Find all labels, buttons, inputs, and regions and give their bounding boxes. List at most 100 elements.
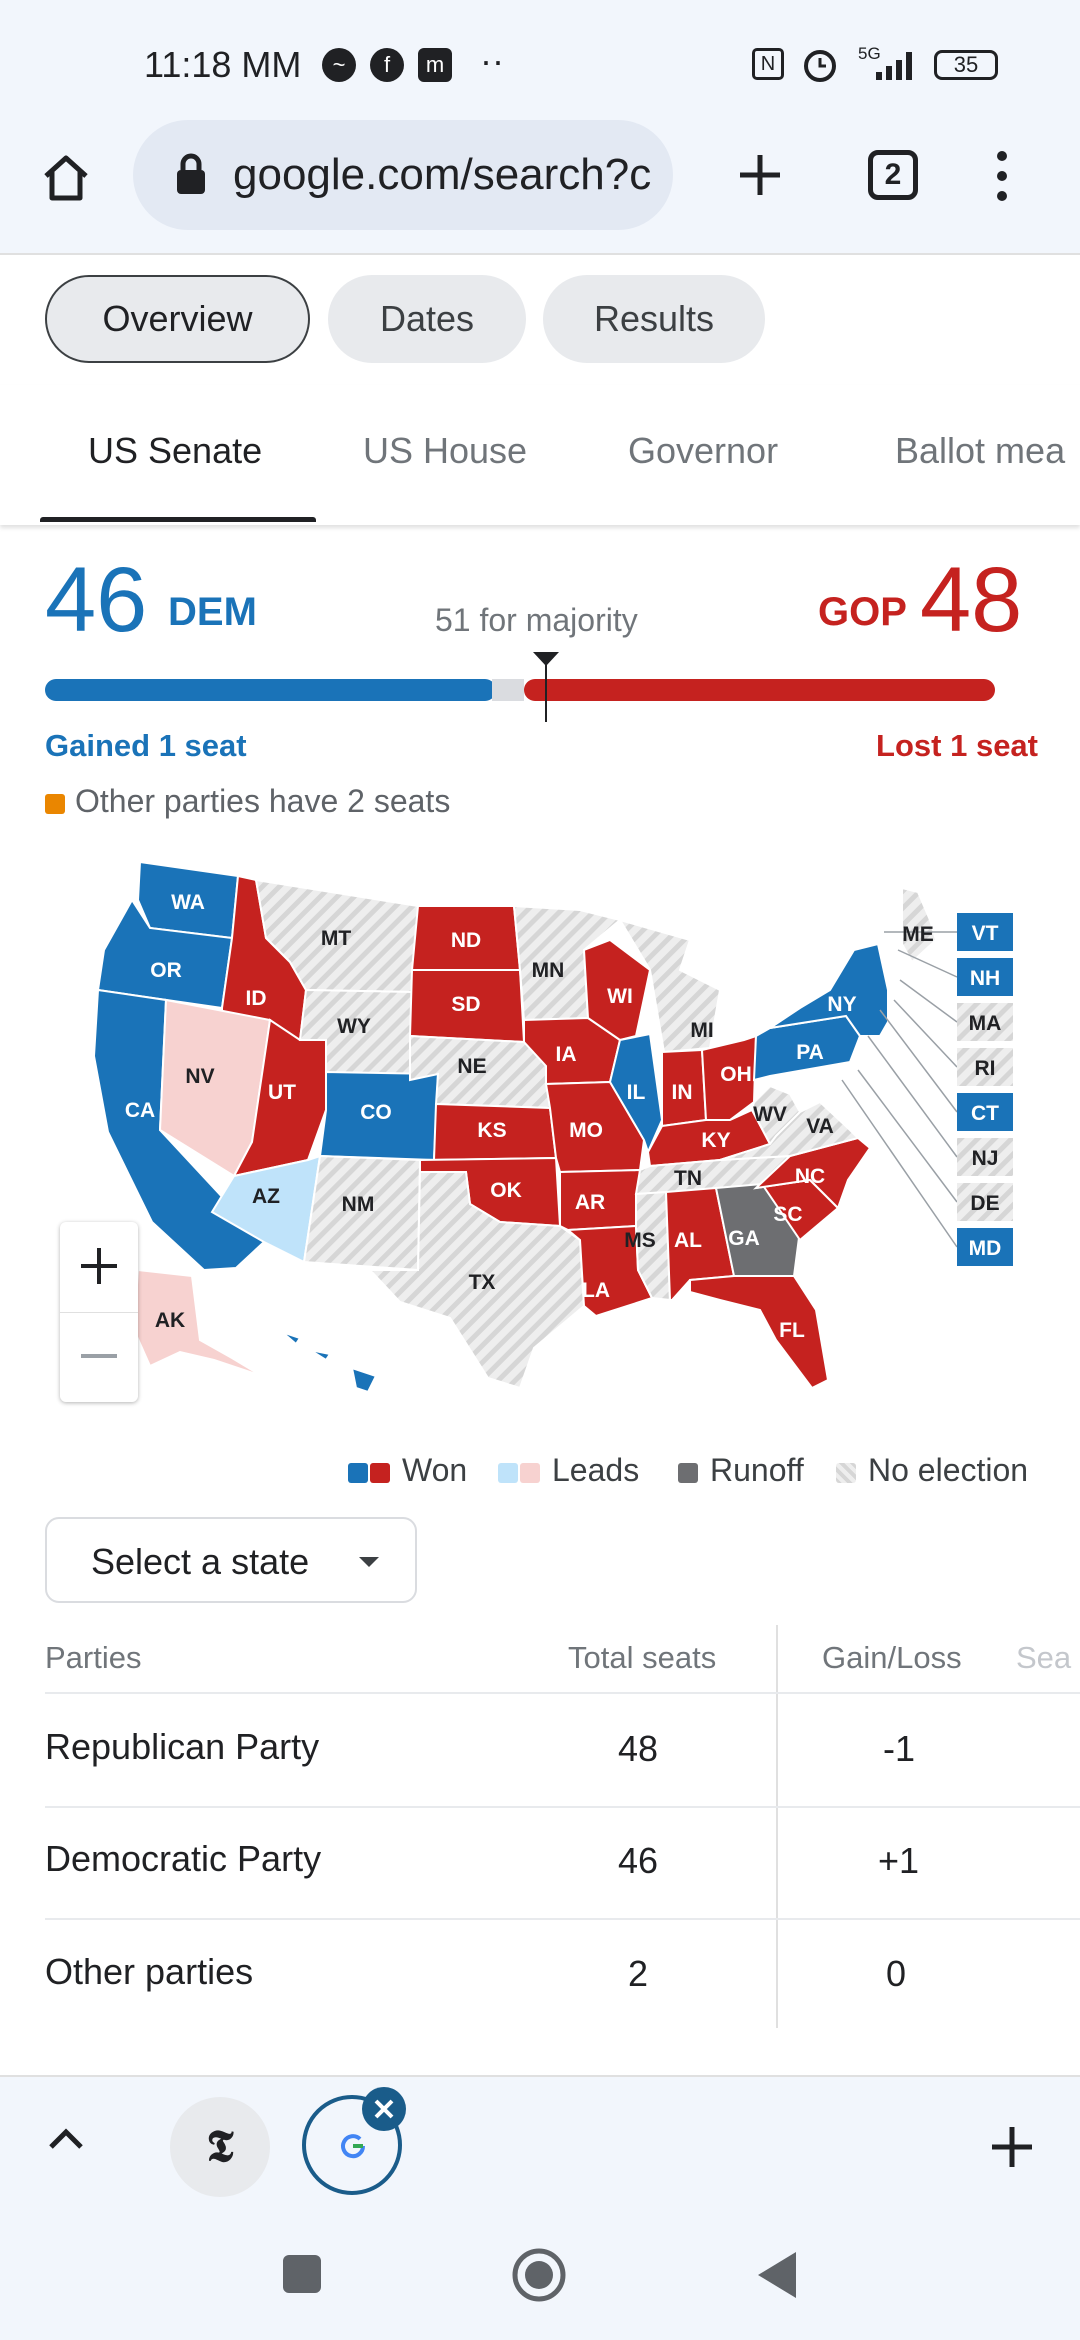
chevron-up-icon[interactable] bbox=[48, 2127, 84, 2151]
state-label-nh: NH bbox=[970, 967, 1000, 990]
close-tab-button[interactable] bbox=[362, 2087, 406, 2131]
runoff-swatch bbox=[678, 1462, 698, 1483]
state-label-wa: WA bbox=[171, 891, 205, 914]
header-seats-truncated: Sea bbox=[1016, 1640, 1072, 1675]
back-nav-button[interactable] bbox=[756, 2250, 798, 2300]
chip-dates[interactable]: Dates bbox=[328, 275, 526, 363]
state-label-wv: WV bbox=[753, 1103, 787, 1126]
legend-no-election-label: No election bbox=[868, 1452, 1029, 1488]
party-name: Republican Party bbox=[45, 1726, 320, 1767]
tab-count: 2 bbox=[884, 158, 902, 191]
state-label-hi: HI bbox=[306, 1371, 327, 1394]
state-label-va: VA bbox=[806, 1115, 834, 1138]
home-icon[interactable] bbox=[38, 150, 94, 206]
state-label-mi: MI bbox=[690, 1019, 713, 1042]
chip-results[interactable]: Results bbox=[543, 275, 765, 363]
gain-loss: -1 bbox=[883, 1728, 916, 1769]
zoom-divider bbox=[60, 1312, 138, 1313]
state-tx[interactable] bbox=[367, 1171, 586, 1390]
state-label-oh: OH bbox=[720, 1063, 752, 1086]
state-label-al: AL bbox=[674, 1229, 702, 1252]
gop-bar bbox=[524, 679, 996, 701]
more-notifications-icon: ·· bbox=[480, 40, 504, 81]
state-ny[interactable] bbox=[769, 942, 889, 1037]
total-seats: 48 bbox=[618, 1728, 659, 1769]
state-label-ma: MA bbox=[969, 1012, 1002, 1035]
state-label-ga: GA bbox=[728, 1227, 760, 1250]
nyt-tab-icon[interactable]: 𝕿 bbox=[170, 2097, 270, 2197]
state-label-mo: MO bbox=[569, 1119, 603, 1142]
state-fl[interactable] bbox=[689, 1275, 830, 1390]
gop-change: Lost 1 seat bbox=[876, 728, 1038, 763]
state-label-il: IL bbox=[627, 1081, 646, 1104]
won-dem-swatch bbox=[348, 1462, 368, 1483]
alarm-icon bbox=[804, 50, 836, 82]
state-label-ok: OK bbox=[490, 1179, 522, 1202]
other-parties-note: Other parties have 2 seats bbox=[45, 783, 450, 820]
browser-toolbar: google.com/search?c 2 bbox=[0, 120, 1080, 255]
tab-us-house[interactable]: US House bbox=[363, 430, 528, 471]
tab-strip: 𝕿 bbox=[0, 2075, 1080, 2210]
legend-runoff-label: Runoff bbox=[710, 1452, 804, 1488]
zoom-out-icon[interactable] bbox=[79, 1336, 119, 1376]
state-label-ne: NE bbox=[457, 1055, 486, 1078]
state-label-ri: RI bbox=[975, 1057, 996, 1080]
state-box-nh[interactable] bbox=[957, 958, 1013, 996]
dem-change: Gained 1 seat bbox=[45, 728, 247, 763]
tab-ballot-measures[interactable]: Ballot mea bbox=[895, 430, 1066, 471]
legend-leads-label: Leads bbox=[552, 1452, 640, 1488]
senate-map[interactable]: VT NH MA RI CT NJ DE MD WA OR CA ID NV UT AZ MT WY CO NM N… bbox=[0, 840, 1080, 1420]
leads-dem-swatch bbox=[498, 1462, 518, 1483]
state-label-mn: MN bbox=[532, 959, 565, 982]
new-tab-icon[interactable] bbox=[735, 150, 785, 200]
tab-us-senate[interactable]: US Senate bbox=[88, 430, 263, 471]
other-swatch bbox=[45, 793, 65, 814]
zoom-controls bbox=[60, 1222, 138, 1402]
legend-runoff: Runoff bbox=[678, 1452, 804, 1489]
state-label-md: MD bbox=[969, 1237, 1002, 1260]
state-select[interactable]: Select a state bbox=[45, 1517, 417, 1603]
callout-line-ri bbox=[893, 999, 958, 1068]
state-box-nj[interactable] bbox=[957, 1138, 1013, 1176]
state-me[interactable] bbox=[901, 886, 938, 964]
tab-switcher-button[interactable]: 2 bbox=[868, 150, 918, 200]
state-va[interactable] bbox=[719, 1100, 860, 1161]
gop-label: GOP bbox=[818, 590, 907, 634]
state-box-ri[interactable] bbox=[957, 1048, 1013, 1086]
leads-gop-swatch bbox=[520, 1462, 540, 1483]
state-box-vt[interactable] bbox=[957, 913, 1013, 951]
state-label-ar: AR bbox=[575, 1191, 605, 1214]
gain-loss: 0 bbox=[886, 1953, 907, 1994]
header-divider bbox=[45, 1692, 1080, 1694]
race-tabs: US Senate US House Governor Ballot mea bbox=[0, 385, 1080, 525]
legend-won: Won bbox=[348, 1452, 467, 1489]
state-label-la: LA bbox=[582, 1279, 610, 1302]
dem-bar bbox=[45, 679, 497, 701]
legend-no-election: No election bbox=[836, 1452, 1028, 1489]
column-divider bbox=[776, 1625, 778, 2028]
state-box-de[interactable] bbox=[957, 1183, 1013, 1221]
callout-line-nh bbox=[897, 949, 958, 978]
tab-governor[interactable]: Governor bbox=[628, 430, 779, 471]
other-text: Other parties have 2 seats bbox=[75, 783, 451, 819]
add-tab-icon[interactable] bbox=[990, 2125, 1034, 2169]
state-label-nc: NC bbox=[795, 1165, 825, 1188]
recents-button[interactable] bbox=[283, 2255, 321, 2293]
home-nav-button[interactable] bbox=[510, 2246, 568, 2304]
dem-seat-count: 46 bbox=[45, 549, 148, 651]
address-bar[interactable]: google.com/search?c bbox=[133, 120, 673, 230]
zoom-in-icon[interactable] bbox=[79, 1246, 119, 1286]
network-type: 5G bbox=[858, 44, 881, 63]
mi-icon: m bbox=[418, 48, 452, 82]
menu-icon[interactable] bbox=[990, 148, 1014, 204]
state-box-ct[interactable] bbox=[957, 1093, 1013, 1131]
state-label-ct: CT bbox=[971, 1102, 999, 1125]
state-mi[interactable] bbox=[617, 918, 722, 1054]
state-label-in: IN bbox=[672, 1081, 693, 1104]
chip-overview[interactable]: Overview bbox=[45, 275, 310, 363]
state-ak[interactable] bbox=[132, 1268, 263, 1377]
state-box-md[interactable] bbox=[957, 1228, 1013, 1266]
state-hi[interactable] bbox=[281, 1331, 378, 1394]
state-box-ma[interactable] bbox=[957, 1003, 1013, 1041]
state-label-tx: TX bbox=[469, 1271, 496, 1294]
